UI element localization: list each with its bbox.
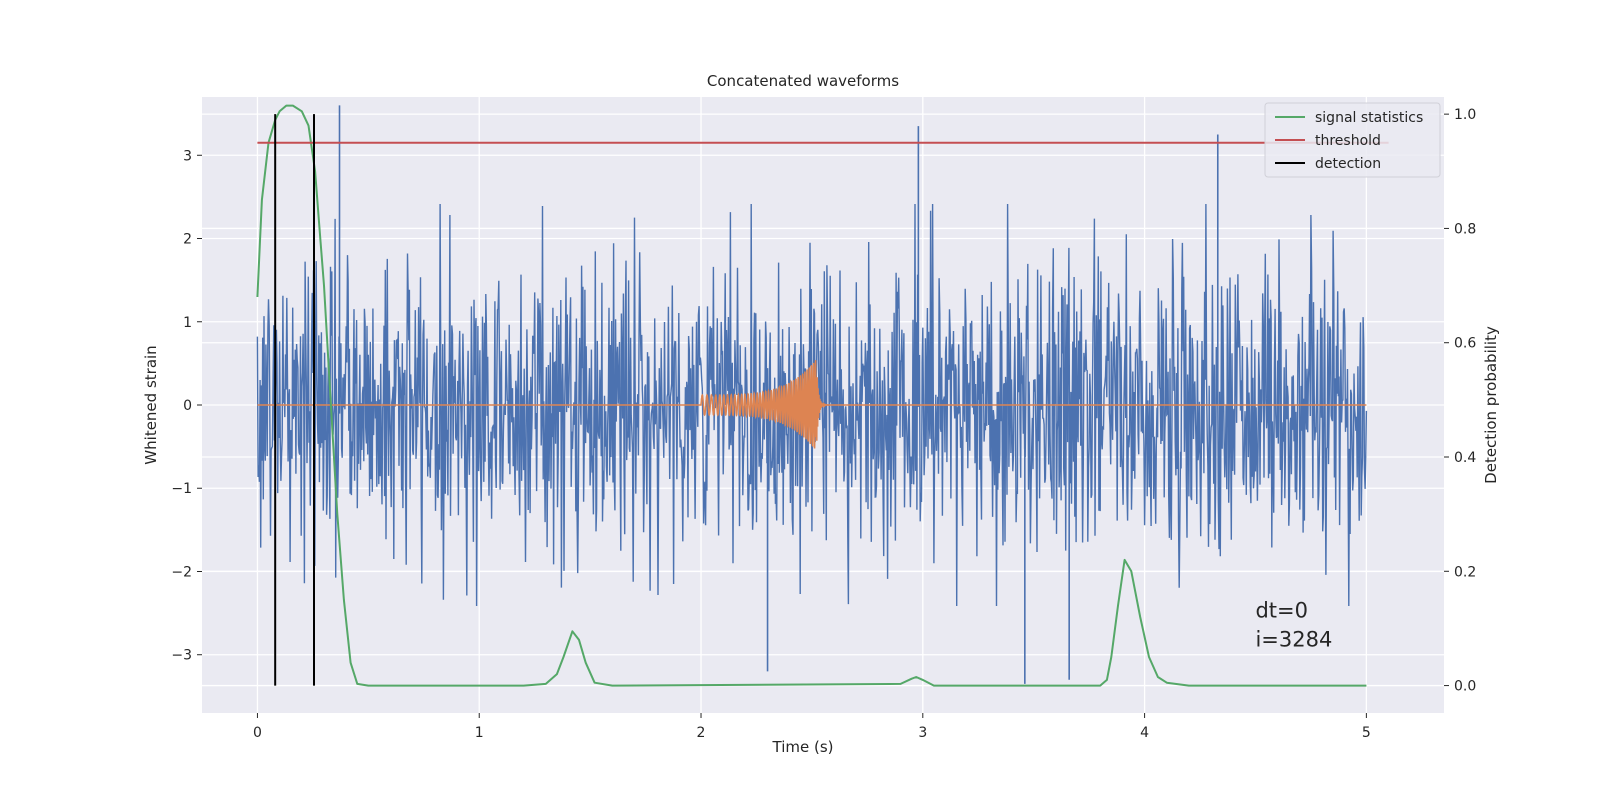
- y2-tick-label: 0.2: [1454, 564, 1476, 580]
- legend-box: [1264, 102, 1441, 178]
- y-tick-label: −3: [171, 648, 192, 664]
- legend-label: threshold: [1315, 133, 1381, 149]
- legend-label: signal statistics: [1315, 110, 1423, 126]
- y-tick-label: −2: [171, 564, 192, 580]
- y2-tick-label: 0.8: [1454, 221, 1476, 237]
- chart-title: Concatenated waveforms: [707, 72, 899, 90]
- x-tick-label: 1: [475, 725, 484, 741]
- y-tick-label: 3: [183, 148, 192, 164]
- annotation-text: i=3284: [1255, 627, 1332, 651]
- legend-label: detection: [1315, 156, 1381, 172]
- x-axis-label: Time (s): [772, 738, 834, 756]
- x-tick-label: 3: [918, 725, 927, 741]
- series-line-strain: [256, 203, 1368, 607]
- y-tick-label: −1: [171, 481, 192, 497]
- x-tick-label: 5: [1362, 725, 1371, 741]
- x-tick-label: 2: [697, 725, 706, 741]
- x-tick-label: 0: [253, 725, 262, 741]
- y-tick-label: 2: [183, 232, 192, 248]
- y-tick-label: 0: [183, 398, 192, 414]
- annotation-text: dt=0: [1255, 598, 1308, 622]
- y2-tick-label: 0.6: [1454, 336, 1476, 352]
- y-tick-label: 1: [183, 315, 192, 331]
- y-axis-label: Whitened strain: [142, 345, 160, 464]
- y2-axis-label: Detection probability: [1482, 326, 1500, 484]
- series-line-signal-statistics: [256, 104, 1367, 687]
- annotations: dt=0 i=3284: [1255, 598, 1332, 651]
- axes: 0 1 2 3 4 5 −3 −2 −1 0 1 2 3 0.0 0.2 0.4 0.6 0.8 1.0: [171, 107, 1476, 741]
- legend: signal statistics threshold detection: [1264, 102, 1441, 178]
- series-layer: [256, 104, 1389, 687]
- x-tick-label: 4: [1140, 725, 1149, 741]
- series-line-injected-signal: [257, 360, 1367, 449]
- y2-tick-label: 0.0: [1454, 679, 1476, 695]
- y2-tick-label: 1.0: [1454, 107, 1476, 123]
- y2-tick-label: 0.4: [1454, 450, 1476, 466]
